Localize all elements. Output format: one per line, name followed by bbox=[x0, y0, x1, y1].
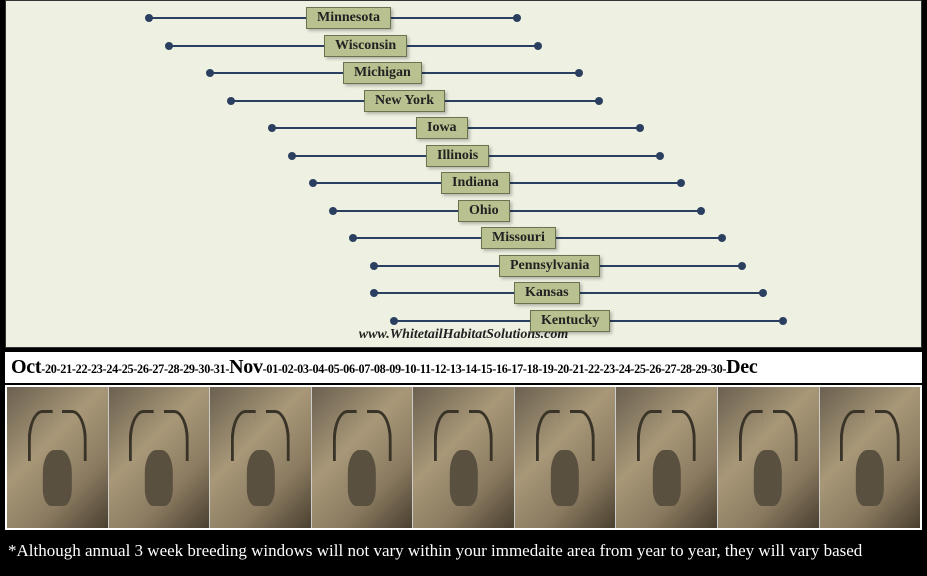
deer-head-icon bbox=[856, 450, 884, 506]
deer-silhouette bbox=[124, 410, 194, 523]
range-end-dot bbox=[738, 262, 746, 270]
state-label: Kansas bbox=[514, 282, 580, 304]
state-label: Wisconsin bbox=[324, 35, 407, 57]
state-label: Missouri bbox=[481, 227, 556, 249]
deer-photo bbox=[312, 387, 414, 528]
range-line bbox=[333, 210, 701, 212]
state-row: Missouri bbox=[6, 227, 921, 249]
date-axis: Oct-20-21-22-23-24-25-26-27-28-29-30-31-… bbox=[5, 352, 922, 383]
state-row: Ohio bbox=[6, 200, 921, 222]
state-row: Iowa bbox=[6, 117, 921, 139]
deer-photo bbox=[210, 387, 312, 528]
range-end-dot bbox=[697, 207, 705, 215]
deer-photo bbox=[616, 387, 718, 528]
state-row: New York bbox=[6, 90, 921, 112]
deer-head-icon bbox=[43, 450, 71, 506]
range-start-dot bbox=[370, 262, 378, 270]
state-row: Illinois bbox=[6, 145, 921, 167]
deer-silhouette bbox=[733, 410, 803, 523]
month-label: Nov bbox=[229, 356, 263, 378]
range-end-dot bbox=[677, 179, 685, 187]
deer-head-icon bbox=[551, 450, 579, 506]
range-end-dot bbox=[534, 42, 542, 50]
range-end-dot bbox=[595, 97, 603, 105]
range-end-dot bbox=[656, 152, 664, 160]
state-label: Michigan bbox=[343, 62, 422, 84]
deer-head-icon bbox=[246, 450, 274, 506]
range-start-dot bbox=[390, 317, 398, 325]
deer-head-icon bbox=[754, 450, 782, 506]
state-row: Wisconsin bbox=[6, 35, 921, 57]
range-start-dot bbox=[309, 179, 317, 187]
deer-photo-strip bbox=[5, 385, 922, 530]
range-start-dot bbox=[206, 69, 214, 77]
range-start-dot bbox=[165, 42, 173, 50]
state-row: Pennsylvania bbox=[6, 255, 921, 277]
range-end-dot bbox=[718, 234, 726, 242]
deer-silhouette bbox=[22, 410, 92, 523]
range-start-dot bbox=[329, 207, 337, 215]
deer-photo bbox=[820, 387, 921, 528]
range-end-dot bbox=[513, 14, 521, 22]
range-end-dot bbox=[779, 317, 787, 325]
deer-silhouette bbox=[327, 410, 397, 523]
rut-timeline-chart: www.WhitetailHabitatSolutions.com Minnes… bbox=[5, 0, 922, 348]
deer-silhouette bbox=[835, 410, 905, 523]
deer-silhouette bbox=[530, 410, 600, 523]
deer-head-icon bbox=[145, 450, 173, 506]
deer-photo bbox=[7, 387, 109, 528]
deer-silhouette bbox=[631, 410, 701, 523]
deer-silhouette bbox=[428, 410, 498, 523]
state-label: Pennsylvania bbox=[499, 255, 600, 277]
range-start-dot bbox=[145, 14, 153, 22]
range-end-dot bbox=[575, 69, 583, 77]
state-label: Indiana bbox=[441, 172, 510, 194]
state-label: Illinois bbox=[426, 145, 489, 167]
state-row: Kansas bbox=[6, 282, 921, 304]
deer-photo bbox=[413, 387, 515, 528]
deer-photo bbox=[718, 387, 820, 528]
state-label: New York bbox=[364, 90, 445, 112]
state-label: Minnesota bbox=[306, 7, 391, 29]
range-start-dot bbox=[288, 152, 296, 160]
state-row: Kentucky bbox=[6, 310, 921, 332]
range-start-dot bbox=[349, 234, 357, 242]
state-row: Minnesota bbox=[6, 7, 921, 29]
deer-head-icon bbox=[449, 450, 477, 506]
deer-head-icon bbox=[348, 450, 376, 506]
month-label: Oct bbox=[11, 356, 41, 378]
state-row: Indiana bbox=[6, 172, 921, 194]
range-end-dot bbox=[636, 124, 644, 132]
deer-photo bbox=[515, 387, 617, 528]
state-row: Michigan bbox=[6, 62, 921, 84]
range-end-dot bbox=[759, 289, 767, 297]
range-start-dot bbox=[268, 124, 276, 132]
state-label: Iowa bbox=[416, 117, 468, 139]
range-start-dot bbox=[370, 289, 378, 297]
state-label: Kentucky bbox=[530, 310, 610, 332]
state-label: Ohio bbox=[458, 200, 510, 222]
footnote-text: *Although annual 3 week breeding windows… bbox=[0, 530, 927, 563]
range-start-dot bbox=[227, 97, 235, 105]
month-label: Dec bbox=[726, 356, 757, 378]
deer-silhouette bbox=[225, 410, 295, 523]
deer-photo bbox=[109, 387, 211, 528]
deer-head-icon bbox=[653, 450, 681, 506]
